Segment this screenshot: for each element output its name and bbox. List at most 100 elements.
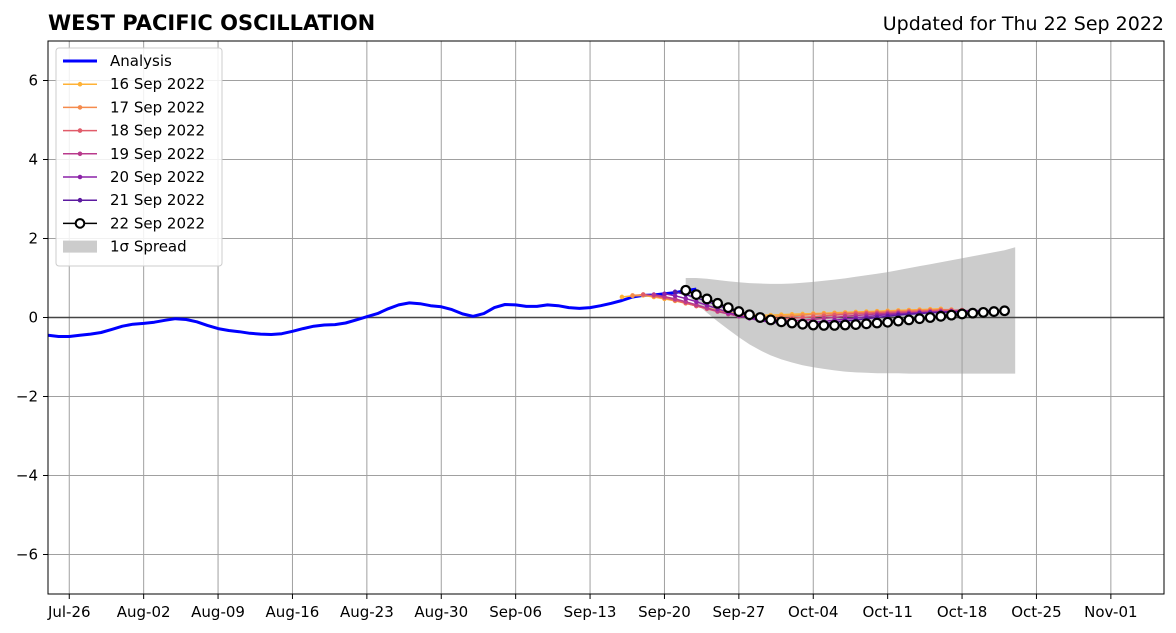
legend-marker [77,174,83,180]
legend-item: 17 Sep 2022 [63,98,205,116]
legend-item: 1σ Spread [63,238,187,256]
current-forecast-point [946,309,957,321]
forecast-point [672,289,678,295]
legend-label: 22 Sep 2022 [110,214,205,232]
current-forecast-series [680,284,1010,331]
legend-label: 17 Sep 2022 [110,98,205,116]
x-tick-label: Aug-02 [117,603,171,621]
current-forecast-point [988,306,1000,317]
y-tick-label: −6 [16,546,38,564]
legend-swatch [63,240,97,253]
legend-label: 21 Sep 2022 [110,191,205,209]
legend-item: 18 Sep 2022 [63,122,205,140]
legend-marker [77,151,83,157]
current-forecast-point [786,317,798,329]
current-forecast-point [871,317,883,329]
forecast-point [630,293,635,298]
legend-label: 19 Sep 2022 [110,145,205,163]
x-tick-label: Aug-09 [191,603,245,621]
legend-item: 22 Sep 2022 [63,214,205,232]
current-forecast-point [977,306,989,318]
current-forecast-point [733,306,745,317]
x-tick-label: Aug-16 [266,603,320,621]
x-axis: Jul-26 Aug-02 Aug-09 Aug-16 Aug-23 Aug-30 Sep-… [47,594,1138,621]
legend-label: Analysis [110,52,172,70]
series-layer [47,284,1010,338]
current-forecast-point [882,316,894,328]
legend-item: 19 Sep 2022 [63,145,205,163]
chart-title: WEST PACIFIC OSCILLATION [48,11,375,35]
current-forecast-point [775,316,787,328]
current-forecast-point [765,314,777,326]
legend-marker [77,105,83,110]
x-tick-label: Aug-23 [340,603,394,621]
current-forecast-point [807,319,819,331]
forecast-point [619,294,625,300]
current-forecast-point [861,318,872,330]
forecast-point [694,299,699,305]
current-forecast-point [839,319,851,331]
forecast-point [672,293,678,299]
spread-band-layer [685,247,1016,374]
y-tick-label: 0 [28,309,38,327]
current-forecast-point [935,310,947,322]
x-tick-label: Nov-01 [1084,603,1137,621]
legend-label: 20 Sep 2022 [110,168,205,186]
current-forecast-point [722,302,734,314]
x-tick-label: Aug-30 [414,603,468,621]
legend: Analysis 16 Sep 2022 17 Sep 2022 18 Sep 202… [55,47,223,267]
current-forecast-point [999,305,1010,317]
y-tick-label: 2 [28,230,38,248]
forecast-point [640,292,646,297]
current-forecast-point [903,314,915,326]
y-tick-label: −4 [16,467,38,485]
y-tick-label: −2 [16,388,38,406]
legend-marker [77,197,83,203]
current-forecast-point [690,289,702,300]
x-tick-label: Jul-26 [47,603,91,621]
y-axis: −6 −4 −2 0 2 4 6 [16,72,48,564]
legend-marker [77,128,83,133]
current-forecast-point [818,320,830,331]
x-tick-label: Sep-27 [712,603,765,621]
x-tick-label: Sep-06 [489,603,542,621]
current-forecast-point [754,312,766,323]
updated-label: Updated for Thu 22 Sep 2022 [883,13,1164,35]
current-forecast-point [967,307,979,319]
x-tick-label: Sep-13 [564,603,617,621]
x-tick-label: Oct-04 [788,603,838,621]
x-tick-label: Oct-11 [862,603,912,621]
forecast-point [683,296,689,301]
legend-label: 1σ Spread [110,238,187,256]
current-forecast-point [712,297,723,309]
x-tick-label: Oct-25 [1011,603,1061,621]
legend-item: 21 Sep 2022 [63,191,205,209]
x-tick-label: Sep-20 [638,603,691,621]
spread-band [685,247,1016,374]
legend-item: Analysis [63,52,172,70]
forecast-point [651,292,657,297]
legend-item: 20 Sep 2022 [63,168,205,186]
analysis-line [47,287,697,338]
x-tick-label: Oct-18 [937,603,987,621]
current-forecast-point [680,284,692,296]
current-forecast-point [829,320,840,331]
current-forecast-point [924,312,936,323]
current-forecast-point [744,309,755,321]
legend-marker [77,81,83,87]
current-forecast-point [914,313,925,325]
y-tick-label: 6 [28,72,38,90]
y-tick-label: 4 [28,151,38,169]
current-forecast-point [956,308,968,320]
legend-box [55,47,223,267]
current-forecast-point [701,293,713,305]
legend-label: 16 Sep 2022 [110,75,205,93]
legend-item: 16 Sep 2022 [63,75,205,93]
legend-marker [74,218,86,229]
forecast-point [662,291,667,297]
current-forecast-point [892,315,904,327]
current-forecast-point [850,319,862,331]
legend-label: 18 Sep 2022 [110,122,205,140]
current-forecast-point [797,318,809,330]
